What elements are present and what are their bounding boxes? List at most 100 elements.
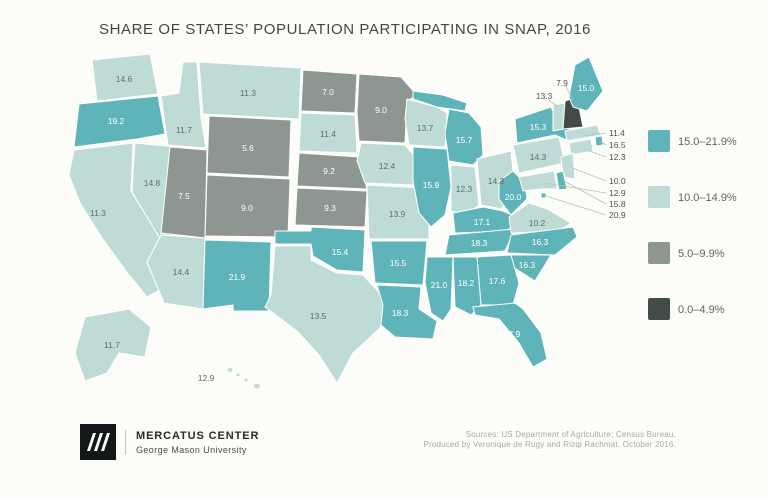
value-label-wi: 13.7 [417,123,434,133]
callout-line-nh [565,86,574,101]
value-label-wv: 20.0 [505,192,522,202]
callout-value-ri: 16.5 [609,140,626,150]
value-label-mn: 9.0 [375,105,387,115]
value-label-ky: 17.1 [474,217,491,227]
source-line-2: Produced by Veronique de Rugy and Rizqi … [423,440,676,449]
callout-value-dc: 20.9 [609,210,626,220]
mercatus-logo: MERCATUS CENTER George Mason University [80,424,259,460]
value-label-oh: 14.3 [488,176,505,186]
state-florida [472,302,548,368]
state-arkansas [370,240,428,286]
state-maryland [518,170,558,192]
callout-line-md [544,182,607,194]
state-massachusetts [564,124,602,142]
value-label-az: 14.4 [173,267,190,277]
mercatus-logo-mark-icon [80,424,116,460]
value-label-or: 19.2 [108,116,125,126]
state-oregon [73,95,166,148]
state-kansas [294,187,368,228]
logo-org-subtitle: George Mason University [136,444,247,455]
state-idaho [160,61,207,149]
state-alaska [74,308,152,382]
legend-swatch-10-14 [648,186,670,208]
value-label-tn: 18.3 [471,238,488,248]
legend-swatch-0-4 [648,298,670,320]
state-district-of-columbia [540,192,547,199]
legend-swatch-5-9 [648,242,670,264]
legend-swatch-15-21 [648,130,670,152]
value-label-il: 15.9 [423,180,440,190]
state-washington [91,53,159,102]
state-iowa [356,142,418,186]
state-hawaii-island-2 [235,372,241,378]
callout-line-ri [599,140,607,146]
state-shapes [68,53,604,390]
callout-line-de [563,180,607,205]
legend-label-10-14: 10.0–14.9% [678,192,737,204]
value-label-ak: 11.7 [104,340,120,350]
value-label-nm: 21.9 [229,272,246,282]
value-label-ms: 21.0 [431,280,448,290]
value-label-pa: 14.3 [530,152,547,162]
value-label-va: 10.2 [529,218,546,228]
callout-value-ma: 11.4 [609,128,625,138]
source-attribution: Sources: US Department of Agriculture; C… [423,430,676,450]
state-north-dakota [300,69,358,114]
value-label-ar: 15.5 [390,258,407,268]
callout-line-dc [545,195,607,216]
legend-label-15-21: 15.0–21.9% [678,136,737,148]
value-label-nv: 14.8 [144,178,161,188]
callout-value-nj: 10.0 [609,176,626,186]
state-montana [198,61,302,120]
state-hawaii-island-3 [243,377,249,383]
state-south-dakota [298,112,358,154]
state-wyoming [206,115,292,178]
value-label-ca: 11.3 [90,208,106,218]
callout-line-nj [569,166,607,182]
state-hawaii-island-1 [226,367,234,373]
state-new-jersey [560,152,576,180]
value-label-ok: 15.4 [332,247,349,257]
state-texas [264,245,392,384]
value-label-tx: 13.5 [310,311,327,321]
state-michigan-upper-peninsula [412,90,468,112]
state-maine [568,56,604,112]
state-illinois [412,146,452,228]
value-label-in: 12.3 [456,184,473,194]
value-label-mo: 13.9 [389,209,406,219]
value-label-nd: 7.0 [322,87,334,97]
value-label-ia: 12.4 [379,161,396,171]
state-hawaii-island-4 [253,382,261,390]
value-label-al: 18.2 [458,278,475,288]
state-california [68,142,170,298]
callout-value-de: 15.8 [609,199,626,209]
state-north-carolina [506,226,578,256]
page-title: SHARE OF STATES’ POPULATION PARTICIPATIN… [98,21,591,38]
state-virginia [508,202,572,234]
value-label-hi: 12.9 [198,373,215,383]
value-label-mt: 11.3 [240,88,256,98]
state-tennessee [444,228,516,256]
callout-value-nh: 7.9 [556,78,568,88]
state-louisiana [376,284,438,340]
state-arizona [146,234,206,310]
state-mississippi [424,256,454,322]
value-label-ks: 9.3 [324,203,336,213]
value-label-me: 15.0 [578,83,595,93]
value-label-la: 18.3 [392,308,409,318]
logo-org-name: MERCATUS CENTER [136,429,260,442]
legend-label-0-4: 0.0–4.9% [678,304,725,316]
callout-line-vt [548,99,559,108]
value-label-co: 9.0 [241,203,253,213]
callout-value-ct: 12.3 [609,152,626,162]
value-label-wy: 5.6 [242,143,254,153]
value-label-ne: 9.2 [323,166,335,176]
legend: 15.0–21.9% 10.0–14.9% 5.0–9.9% 0.0–4.9% [648,130,737,320]
callout-line-ct [583,148,607,158]
legend-label-5-9: 5.0–9.9% [678,248,725,260]
value-label-ga: 17.6 [489,276,506,286]
source-line-1: Sources: US Department of Agriculture; C… [465,430,676,439]
state-new-mexico [202,239,272,312]
state-rhode-island [594,135,604,147]
